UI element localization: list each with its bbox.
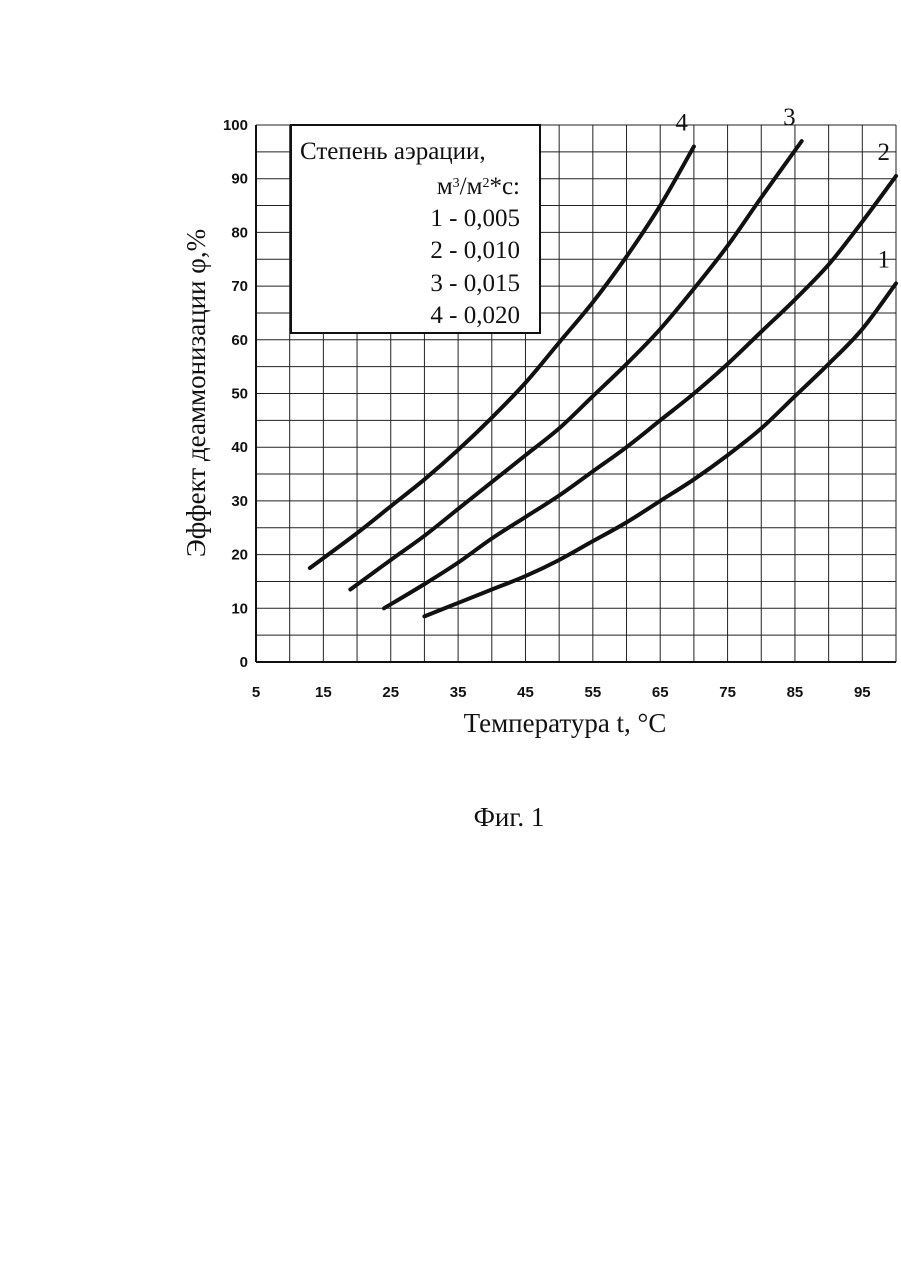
- x-tick-label: 95: [854, 684, 871, 701]
- legend-entry-2: 2 - 0,010: [430, 237, 520, 264]
- x-axis-ticks: 5 15 25 35 45 55 65 75 85 95: [252, 684, 871, 701]
- series-label-2: 2: [878, 139, 891, 166]
- chart-legend: Степень аэрации, м3/м2*с: 1 - 0,005 2 - …: [291, 125, 540, 333]
- y-tick-label: 80: [231, 224, 248, 241]
- legend-entry-3: 3 - 0,015: [430, 270, 520, 297]
- y-tick-label: 20: [231, 547, 248, 564]
- y-tick-label: 90: [231, 171, 248, 188]
- x-axis-title: Температура t, °С: [464, 708, 667, 738]
- legend-entry-4: 4 - 0,020: [430, 302, 520, 329]
- x-tick-label: 25: [382, 684, 399, 701]
- y-tick-label: 100: [223, 117, 248, 134]
- series-label-1: 1: [878, 246, 891, 273]
- series-label-4: 4: [675, 109, 688, 136]
- y-tick-label: 70: [231, 278, 248, 295]
- x-tick-label: 65: [652, 684, 669, 701]
- figure-caption: Фиг. 1: [474, 802, 545, 832]
- legend-entry-1: 1 - 0,005: [430, 205, 520, 232]
- x-tick-label: 45: [517, 684, 534, 701]
- y-tick-label: 50: [231, 386, 248, 403]
- x-tick-label: 55: [584, 684, 601, 701]
- x-tick-label: 85: [787, 684, 804, 701]
- y-tick-label: 0: [240, 654, 248, 671]
- legend-unit: м3/м2*с:: [437, 173, 520, 200]
- x-tick-label: 15: [315, 684, 332, 701]
- y-tick-label: 40: [231, 439, 248, 456]
- x-tick-label: 75: [719, 684, 736, 701]
- y-axis-ticks: 0 10 20 30 40 50 60 70 80 90 100: [223, 117, 248, 671]
- y-tick-label: 10: [231, 600, 248, 617]
- y-axis-title: Эффект деаммонизации φ,%: [181, 229, 211, 557]
- legend-title: Степень аэрации,: [300, 138, 486, 165]
- y-tick-label: 30: [231, 493, 248, 510]
- series-label-3: 3: [783, 104, 796, 131]
- x-tick-label: 5: [252, 684, 260, 701]
- series-labels: 1 2 3 4: [675, 104, 890, 273]
- y-tick-label: 60: [231, 332, 248, 349]
- x-tick-label: 35: [450, 684, 467, 701]
